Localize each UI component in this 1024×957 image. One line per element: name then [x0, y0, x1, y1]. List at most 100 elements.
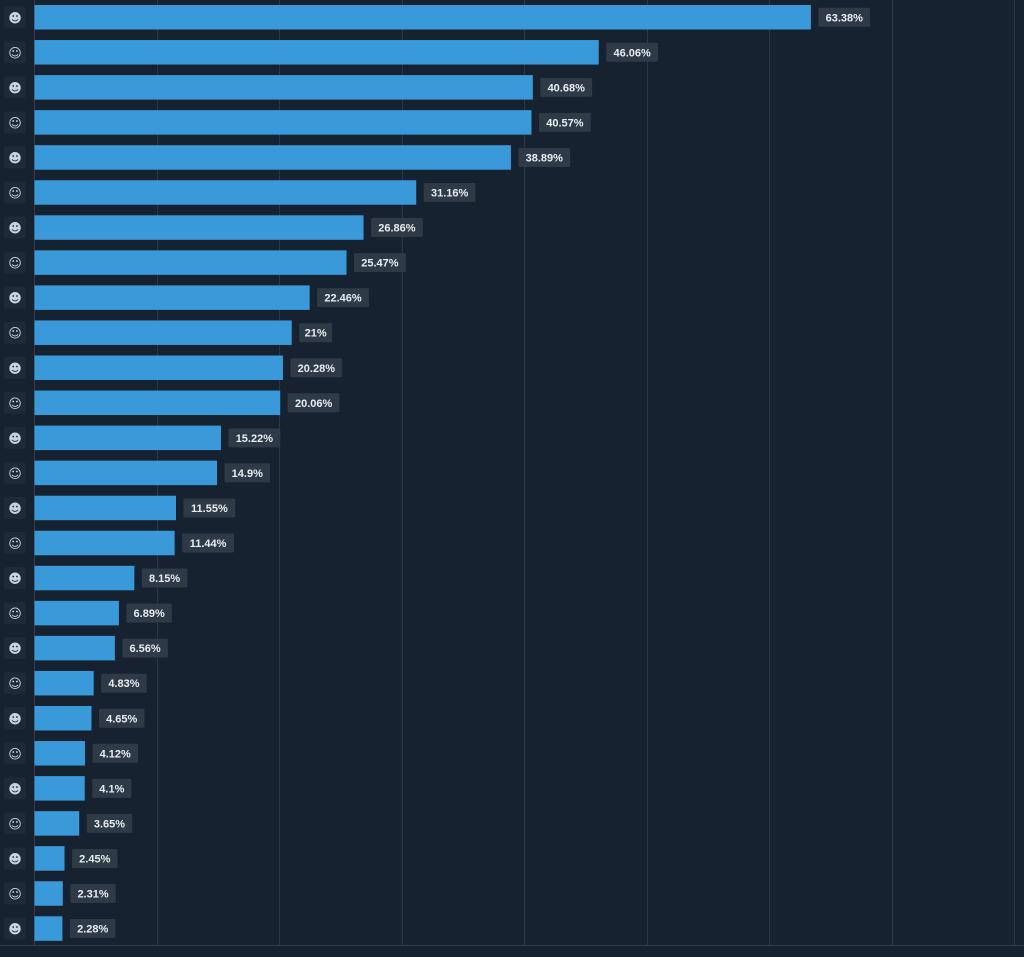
bar-24[interactable] [34, 811, 80, 836]
bar-3[interactable] [34, 75, 533, 100]
value-label-box [287, 393, 340, 413]
value-label-text: 20.28% [298, 363, 336, 375]
character-portrait-27-icon: ☻ [4, 917, 26, 940]
bar-8[interactable] [34, 250, 347, 275]
value-label-text: 4.65% [106, 713, 137, 725]
character-portrait-18-icon: ☺ [4, 602, 26, 625]
value-label-box [540, 77, 593, 97]
avatar-frame [4, 146, 26, 169]
character-portrait-9-icon: ☻ [4, 286, 26, 309]
value-label-box [141, 568, 188, 588]
bar-16[interactable] [34, 530, 175, 556]
value-label-text: 4.1% [99, 783, 124, 795]
bar-9[interactable] [34, 285, 310, 310]
bar-20[interactable] [34, 670, 94, 696]
bar-11[interactable] [34, 355, 283, 381]
bar-27[interactable] [34, 916, 63, 941]
value-label-text: 4.83% [108, 678, 139, 690]
avatar-glyph: ☺ [8, 537, 22, 552]
value-label-10: 21% [299, 323, 333, 343]
avatar-frame [4, 461, 26, 484]
bar-23[interactable] [34, 776, 85, 801]
avatar-frame [4, 41, 26, 64]
avatar-glyph: ☺ [8, 747, 22, 762]
avatar-glyph: ☻ [8, 712, 22, 727]
bar-2[interactable] [34, 40, 599, 65]
character-portrait-25-icon: ☻ [4, 847, 26, 870]
value-label-11: 20.28% [290, 358, 343, 378]
bar-7[interactable] [34, 215, 364, 240]
value-label-box [72, 848, 118, 868]
bar-17[interactable] [34, 565, 135, 591]
character-portrait-7-icon: ☻ [4, 216, 26, 239]
value-label-4: 40.57% [538, 112, 591, 132]
avatar-glyph: ☻ [8, 852, 22, 867]
value-label-text: 11.55% [191, 503, 228, 515]
bar-18[interactable] [34, 600, 119, 626]
bar-10[interactable] [34, 320, 292, 345]
value-label-box [354, 253, 406, 273]
avatar-glyph: ☻ [8, 222, 22, 237]
value-label-1: 63.38% [818, 7, 871, 27]
avatar-frame [4, 391, 26, 414]
value-label-7: 26.86% [371, 218, 423, 238]
bar-6[interactable] [34, 180, 417, 205]
avatar-glyph: ☺ [8, 677, 22, 692]
value-label-text: 6.89% [134, 608, 165, 620]
avatar-frame [4, 181, 26, 204]
value-label-text: 38.89% [526, 152, 564, 164]
value-label-text: 6.56% [130, 643, 161, 655]
value-label-text: 21% [305, 328, 327, 340]
value-label-text: 2.45% [79, 853, 110, 865]
value-label-text: 40.57% [546, 117, 584, 129]
avatar-glyph: ☺ [8, 817, 22, 832]
bar-1[interactable] [34, 5, 811, 30]
avatar-glyph: ☻ [8, 292, 22, 307]
value-label-8: 25.47% [354, 253, 406, 273]
avatar-frame [4, 111, 26, 134]
character-portrait-3-icon: ☻ [4, 76, 26, 99]
bar-15[interactable] [34, 495, 176, 521]
value-label-2: 46.06% [606, 42, 659, 62]
avatar-glyph: ☺ [8, 467, 22, 482]
value-label-25: 2.45% [72, 848, 118, 868]
value-label-text: 8.15% [149, 573, 180, 585]
bar-12[interactable] [34, 390, 281, 416]
avatar-frame [4, 76, 26, 99]
bar-22[interactable] [34, 741, 85, 766]
value-label-box [92, 778, 132, 798]
value-label-box [317, 288, 369, 308]
value-label-text: 4.12% [100, 748, 131, 760]
value-label-text: 2.28% [77, 924, 108, 936]
value-label-12: 20.06% [287, 393, 340, 413]
avatar-frame [4, 216, 26, 239]
value-label-box [371, 218, 423, 238]
value-label-24: 3.65% [86, 813, 133, 833]
value-label-text: 3.65% [94, 818, 125, 830]
avatar-glyph: ☺ [8, 46, 22, 61]
value-label-box [299, 323, 333, 343]
value-label-5: 38.89% [518, 147, 571, 167]
character-portrait-4-icon: ☺ [4, 111, 26, 134]
bar-21[interactable] [34, 706, 92, 731]
bar-25[interactable] [34, 846, 65, 871]
bar-14[interactable] [34, 460, 218, 486]
avatar-frame [4, 602, 26, 625]
value-label-box [606, 42, 659, 62]
bar-26[interactable] [34, 881, 63, 906]
value-label-16: 11.44% [182, 533, 234, 553]
value-label-box [538, 112, 591, 132]
avatar-glyph: ☻ [8, 151, 22, 166]
character-portrait-10-icon: ☺ [4, 321, 26, 344]
bar-4[interactable] [34, 110, 532, 135]
value-label-text: 15.22% [236, 433, 274, 445]
bar-5[interactable] [34, 145, 511, 170]
value-label-6: 31.16% [423, 183, 476, 202]
character-portrait-14-icon: ☺ [4, 461, 26, 484]
avatar-glyph: ☺ [8, 327, 22, 342]
bar-13[interactable] [34, 425, 221, 451]
bar-19[interactable] [34, 635, 115, 661]
character-portrait-15-icon: ☻ [4, 496, 26, 519]
value-label-box [182, 533, 234, 553]
